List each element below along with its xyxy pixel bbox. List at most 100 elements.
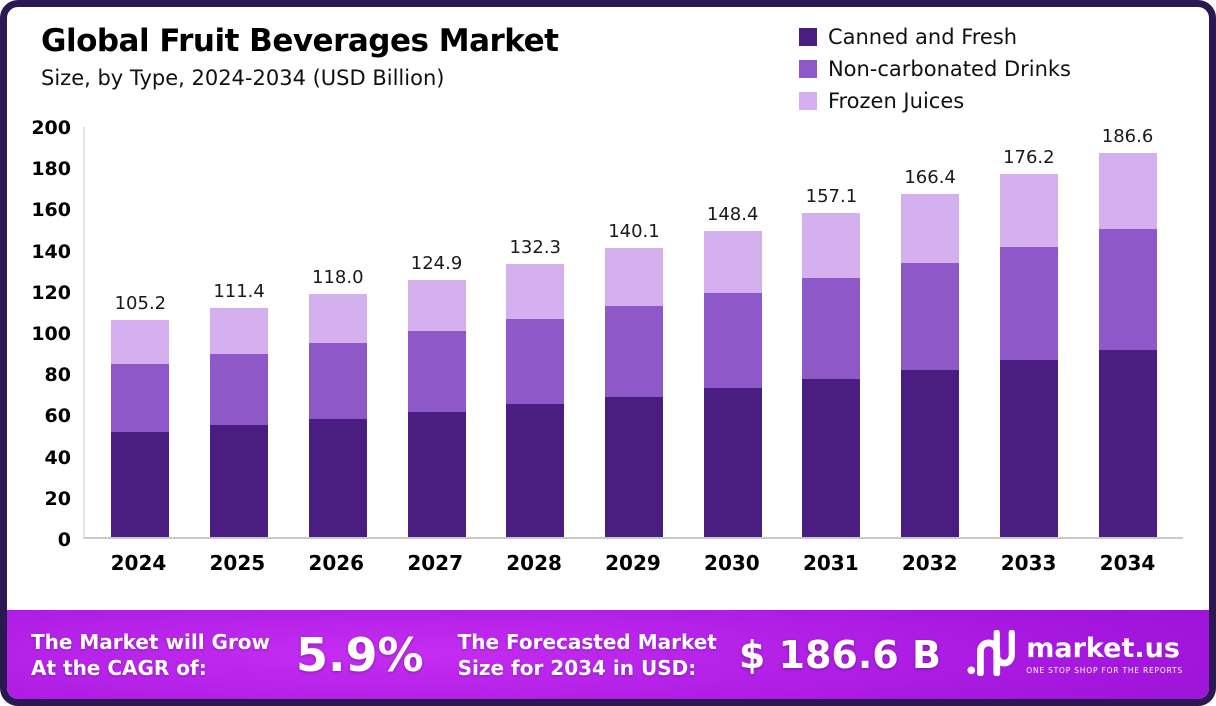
stacked-bar xyxy=(604,248,663,537)
stacked-bar xyxy=(308,294,367,537)
stacked-bar xyxy=(111,320,170,537)
stacked-bar xyxy=(210,307,269,537)
bar-segment-frozen-juices xyxy=(703,231,762,293)
stacked-bar xyxy=(506,264,565,537)
brand-tagline: ONE STOP SHOP FOR THE REPORTS xyxy=(1026,665,1183,675)
y-axis-tick-label: 0 xyxy=(57,529,71,551)
bar-segment-canned-and-fresh xyxy=(1098,349,1157,537)
chart-header: Global Fruit Beverages Market Size, by T… xyxy=(7,7,1209,117)
bar-segment-frozen-juices xyxy=(604,248,663,307)
forecast-label-line2: Size for 2034 in USD: xyxy=(457,655,697,680)
bar-segment-frozen-juices xyxy=(506,264,565,320)
stacked-bar xyxy=(999,174,1058,537)
brand-name: market.us xyxy=(1026,632,1180,664)
bar-column: 118.0 xyxy=(308,267,367,537)
bar-segment-frozen-juices xyxy=(308,294,367,343)
y-axis-tick-label: 100 xyxy=(31,323,71,345)
legend-swatch xyxy=(798,28,817,46)
bar-column: 166.4 xyxy=(901,167,960,537)
bar-column: 157.1 xyxy=(802,186,861,537)
bar-total-label: 166.4 xyxy=(904,167,956,189)
bar-column: 186.6 xyxy=(1098,126,1157,537)
plot-area: 105.2 111.4 118.0 124.9 132.3 140.1 148.4 157.1… xyxy=(83,126,1183,539)
footer-banner: The Market will Grow At the CAGR of: 5.9… xyxy=(7,610,1209,699)
plot-column: 105.2 111.4 118.0 124.9 132.3 140.1 148.4 157.1… xyxy=(83,126,1183,610)
bar-column: 176.2 xyxy=(999,147,1058,537)
bar-segment-frozen-juices xyxy=(210,307,269,354)
bar-segment-canned-and-fresh xyxy=(308,418,367,537)
bar-segment-non-carbonated-drinks xyxy=(308,342,367,419)
bar-segment-non-carbonated-drinks xyxy=(901,262,960,371)
y-axis-tick-label: 200 xyxy=(31,117,71,139)
brand-block: market.us ONE STOP SHOP FOR THE REPORTS xyxy=(966,628,1183,680)
y-axis-tick-label: 20 xyxy=(44,487,71,510)
legend: Canned and Fresh Non-carbonated Drinks Fro… xyxy=(798,23,1071,113)
cagr-label-line2: At the CAGR of: xyxy=(31,655,207,680)
bar-segment-non-carbonated-drinks xyxy=(111,363,170,432)
y-axis-tick-label: 80 xyxy=(44,364,71,387)
bar-segment-frozen-juices xyxy=(1098,152,1157,230)
bar-total-label: 140.1 xyxy=(608,221,660,243)
legend-label: Canned and Fresh xyxy=(827,25,1018,49)
bar-segment-frozen-juices xyxy=(901,194,960,263)
bar-segment-canned-and-fresh xyxy=(802,379,861,537)
brand-text: market.us ONE STOP SHOP FOR THE REPORTS xyxy=(1026,635,1183,675)
bar-segment-canned-and-fresh xyxy=(111,431,170,537)
bar-column: 140.1 xyxy=(604,221,663,537)
chart-title: Global Fruit Beverages Market xyxy=(41,23,559,59)
bar-segment-non-carbonated-drinks xyxy=(506,319,565,405)
stacked-bar xyxy=(407,279,466,537)
bar-column: 124.9 xyxy=(407,253,466,537)
bar-segment-canned-and-fresh xyxy=(703,388,762,537)
bar-segment-canned-and-fresh xyxy=(604,396,663,537)
market-us-logo-icon xyxy=(966,628,1016,680)
bar-segment-frozen-juices xyxy=(407,279,466,332)
cagr-value: 5.9% xyxy=(296,627,424,682)
bar-segment-canned-and-fresh xyxy=(999,360,1058,537)
legend-item: Frozen Juices xyxy=(798,89,1071,113)
cagr-label: The Market will Grow At the CAGR of: xyxy=(31,629,270,681)
y-axis-tick-label: 180 xyxy=(31,158,71,181)
bar-segment-canned-and-fresh xyxy=(210,425,269,537)
y-axis-tick-label: 140 xyxy=(31,240,71,263)
bar-segment-non-carbonated-drinks xyxy=(703,292,762,389)
forecast-label: The Forecasted Market Size for 2034 in U… xyxy=(458,629,717,681)
bar-segment-non-carbonated-drinks xyxy=(1098,229,1157,350)
bar-segment-non-carbonated-drinks xyxy=(407,331,466,412)
bar-column: 148.4 xyxy=(703,204,762,537)
x-axis-label: 2031 xyxy=(802,551,859,575)
stacked-bar xyxy=(901,194,960,537)
stacked-bar xyxy=(802,213,861,537)
bar-total-label: 157.1 xyxy=(805,186,858,208)
y-axis-tick-label: 120 xyxy=(31,281,71,304)
legend-item: Non-carbonated Drinks xyxy=(798,57,1071,81)
bar-total-label: 118.0 xyxy=(312,267,364,289)
bar-total-label: 111.4 xyxy=(213,280,265,302)
legend-label: Non-carbonated Drinks xyxy=(827,57,1071,81)
legend-label: Frozen Juices xyxy=(827,89,965,113)
legend-item: Canned and Fresh xyxy=(798,25,1071,49)
x-axis-label: 2032 xyxy=(901,551,958,575)
bar-segment-frozen-juices xyxy=(999,174,1058,247)
y-axis-tick-label: 60 xyxy=(44,405,71,428)
y-axis: 0 20 40 60 80 100 120 140 160 180 200 xyxy=(23,117,83,551)
y-axis-tick-label: 160 xyxy=(31,199,71,222)
cagr-label-line1: The Market will Grow xyxy=(31,629,271,654)
bar-column: 132.3 xyxy=(506,237,565,537)
chart-subtitle: Size, by Type, 2024-2034 (USD Billion) xyxy=(41,66,445,90)
bar-segment-non-carbonated-drinks xyxy=(210,353,269,426)
bar-column: 105.2 xyxy=(111,293,170,537)
stacked-bar xyxy=(1098,152,1157,537)
bar-segment-canned-and-fresh xyxy=(407,411,466,537)
x-axis-label: 2030 xyxy=(704,551,760,575)
x-axis-label: 2024 xyxy=(110,551,167,575)
bar-column: 111.4 xyxy=(210,280,269,537)
x-axis-label: 2029 xyxy=(605,551,661,575)
x-axis-label: 2034 xyxy=(1099,551,1156,575)
bar-segment-non-carbonated-drinks xyxy=(999,246,1058,361)
legend-swatch xyxy=(798,92,817,110)
bar-segment-frozen-juices xyxy=(802,213,861,279)
bar-segment-frozen-juices xyxy=(111,320,170,364)
bar-segment-canned-and-fresh xyxy=(506,404,565,537)
